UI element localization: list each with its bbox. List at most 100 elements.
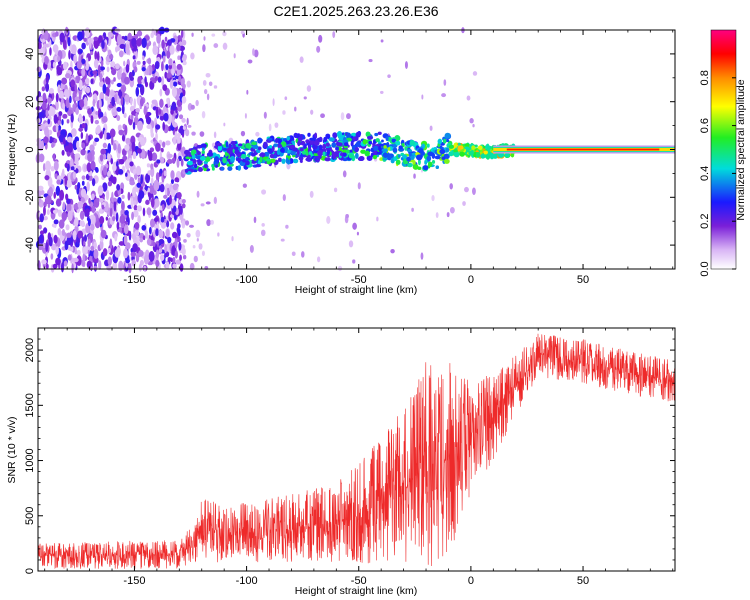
noise-blob [143,105,147,116]
noise-blob [155,106,159,118]
noise-blob [159,184,165,193]
ridge-blob [299,134,303,140]
top-y-ticks: -40 -20 0 20 40 [24,29,675,270]
noise-blob [123,224,129,235]
noise-blob [123,248,129,259]
noise-blob [135,107,140,113]
noise-blob [42,163,46,172]
noise-blob [146,65,150,76]
noise-blob [41,86,46,92]
ridge-blob [355,131,361,138]
ridge-blob [433,147,438,151]
noise-blob [133,200,137,206]
ridge-blob [305,139,310,144]
ridge-blob [324,157,331,162]
noise-blob [85,57,89,67]
noise-blob [125,137,131,145]
noise-blob [45,160,51,172]
noise-blob [189,262,195,271]
ridge-blob [335,146,339,151]
noise-blob [142,60,146,65]
noise-blob [62,39,67,50]
noise-blob [166,203,171,210]
noise-blob [148,250,155,262]
ridge-blob [299,147,304,152]
colorbar-tick-label: 0.0 [699,261,711,276]
noise-blob [37,112,44,118]
noise-blob [71,128,77,137]
ridge-blob [377,131,382,135]
noise-blob [196,190,200,198]
noise-blob [462,201,466,206]
noise-blob [107,256,112,266]
ridge-blob [332,132,338,139]
noise-blob [303,96,307,100]
colorbar-ticks: 0.0 0.2 0.4 0.6 0.8 [699,70,736,277]
noise-blob [156,159,161,164]
noise-blob [66,232,72,238]
ridge-blob [453,149,459,153]
noise-blob [166,72,172,79]
noise-blob [118,129,124,136]
noise-blob [113,143,117,151]
noise-blob [176,158,180,168]
ridge-blob [250,152,257,157]
ridge-blob [445,147,450,153]
noise-blob [138,190,145,199]
noise-blob [155,124,161,130]
y-tick-label: 2000 [24,338,36,362]
noise-blob [164,186,168,197]
noise-blob [62,61,68,71]
noise-blob [181,247,186,256]
noise-blob [73,217,79,227]
ridge-blob [235,157,242,162]
ridge-blob [226,163,231,167]
noise-blob [148,226,152,235]
noise-blob [109,207,113,218]
noise-blob [72,103,76,111]
noise-blob [326,216,331,224]
noise-blob [51,142,55,149]
noise-blob [101,115,108,123]
ridge-blob [510,152,515,158]
noise-blob [170,222,175,230]
noise-blob [105,216,109,221]
noise-blob [282,194,286,201]
ridge-blob [416,154,423,161]
noise-blob [191,32,194,37]
noise-blob [38,153,45,163]
noise-blob [83,234,88,242]
noise-blob [240,30,245,35]
noise-blob [130,115,134,120]
ridge-blob [417,166,422,170]
ridge-blob [336,131,343,138]
noise-blob [45,74,49,84]
noise-blob [92,140,97,147]
noise-blob [280,238,285,242]
ridge-blob [203,163,208,169]
ridge-blob [362,138,368,145]
noise-blob [196,237,199,242]
ridge-blob [388,154,392,160]
colorbar: 0.0 0.2 0.4 0.6 0.8 Normalized spectral ampl… [699,29,747,277]
noise-blob [53,114,58,124]
noise-blob [333,187,338,193]
noise-blob [106,265,113,271]
ridge-blob [303,144,307,149]
ridge-blob [240,153,247,159]
ridge-blob [357,156,365,162]
noise-blob [55,198,62,207]
x-tick-label: -100 [236,274,258,286]
ridge-blob [191,149,197,154]
noise-blob [159,156,165,164]
noise-blob [99,111,104,118]
noise-blob [43,227,48,234]
noise-blob [91,178,96,187]
noise-blob [253,216,257,224]
noise-blob [110,79,114,85]
ridge-blob [200,143,207,148]
noise-blob [102,32,107,39]
noise-blob [158,43,161,48]
noise-blob [112,176,117,185]
noise-blob [131,141,136,152]
